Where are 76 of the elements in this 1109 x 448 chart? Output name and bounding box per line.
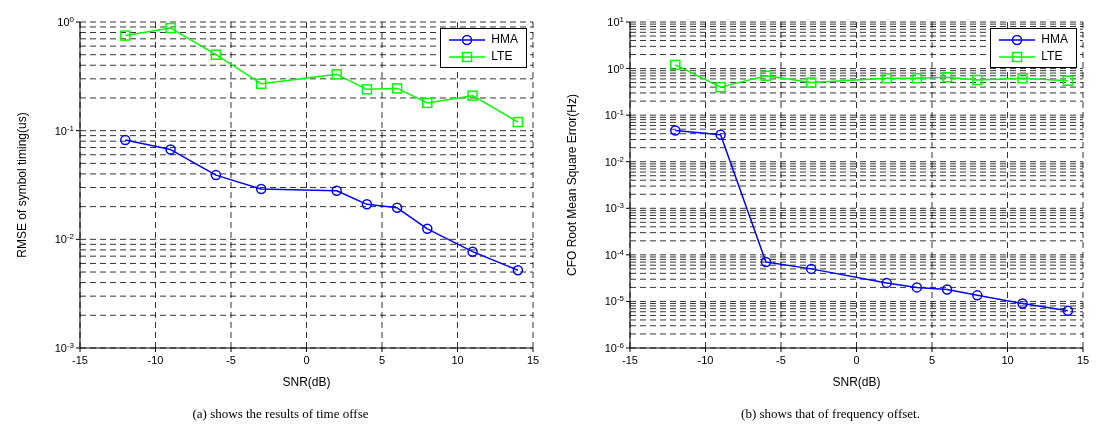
x-tick-label: 10 (451, 354, 464, 366)
x-tick-label: -5 (776, 354, 786, 366)
x-tick-label: -10 (697, 354, 714, 366)
point (467, 90, 478, 101)
point (715, 129, 726, 140)
legend-label: LTE (491, 48, 513, 65)
point (1062, 75, 1074, 86)
point (760, 256, 772, 268)
point (1062, 305, 1074, 317)
point (210, 169, 222, 181)
y-tick-label: 10$^{-3}$ (54, 340, 75, 354)
x-tick-label: 15 (1076, 354, 1090, 366)
y-tick-label: 10$^{-3}$ (604, 200, 625, 215)
point (911, 72, 923, 84)
point (972, 290, 983, 301)
y-tick-label: 10$^{-4}$ (604, 247, 625, 261)
point (165, 144, 176, 155)
point (670, 125, 681, 136)
y-tick-label: 10$^{-2}$ (54, 231, 75, 246)
y-tick-label: 10$^{-1}$ (54, 123, 75, 137)
point (120, 30, 131, 41)
x-tick-label: -5 (226, 354, 236, 366)
point (422, 97, 433, 109)
point (881, 72, 892, 84)
x-tick-label: 5 (378, 354, 386, 366)
point (512, 116, 524, 128)
x-tick-label: 0 (853, 354, 860, 366)
point (911, 282, 923, 293)
point (881, 277, 892, 289)
y-tick-label: 10$^{-2}$ (604, 154, 625, 168)
point (670, 59, 681, 71)
point (512, 264, 524, 276)
text: (a) shows the results of time offse (191, 406, 370, 422)
x-axis-title: SNR(dB) (832, 375, 881, 389)
point (165, 22, 176, 34)
point (805, 77, 817, 88)
y-tick-label: 10$^{-1}$ (604, 107, 625, 122)
point (331, 69, 342, 80)
point (805, 263, 817, 275)
point (391, 202, 403, 214)
point (120, 134, 131, 146)
point (760, 70, 772, 82)
y-axis-title: RMSE of symbol timing(us) (15, 112, 30, 258)
text: (b) shows that of frequency offset. (740, 406, 921, 422)
x-tick-label: 10 (1001, 354, 1014, 366)
x-axis-title: SNR(dB) (282, 375, 331, 389)
y-tick-label: 10$^{1}$ (607, 14, 625, 28)
point (467, 246, 478, 257)
point (972, 74, 983, 86)
x-tick-label: 5 (928, 354, 936, 366)
point (361, 84, 373, 95)
point (361, 199, 373, 210)
y-tick-label: 10$^{0}$ (57, 14, 75, 28)
legend-label: HMA (491, 31, 518, 48)
x-tick-label: 15 (526, 354, 540, 366)
point (331, 185, 342, 196)
point (1017, 298, 1028, 309)
point (255, 78, 267, 90)
point (715, 81, 726, 93)
point (255, 183, 267, 195)
x-tick-label: -10 (147, 354, 164, 366)
point (391, 83, 403, 94)
legend-label: LTE (1041, 48, 1063, 65)
x-tick-label: 0 (303, 354, 310, 366)
x-tick-label: -15 (622, 354, 638, 366)
legend-label: HMA (1041, 31, 1068, 48)
point (422, 223, 433, 235)
point (941, 72, 953, 83)
point (1017, 72, 1028, 84)
x-tick-label: -15 (72, 354, 88, 366)
point (210, 49, 222, 60)
y-tick-label: 10$^{-5}$ (604, 293, 625, 308)
y-axis-title: CFO Root Mean Square Error(Hz) (565, 93, 580, 277)
y-tick-label: 10$^{0}$ (607, 61, 625, 75)
y-tick-label: 10$^{-6}$ (604, 340, 625, 354)
point (941, 284, 953, 295)
